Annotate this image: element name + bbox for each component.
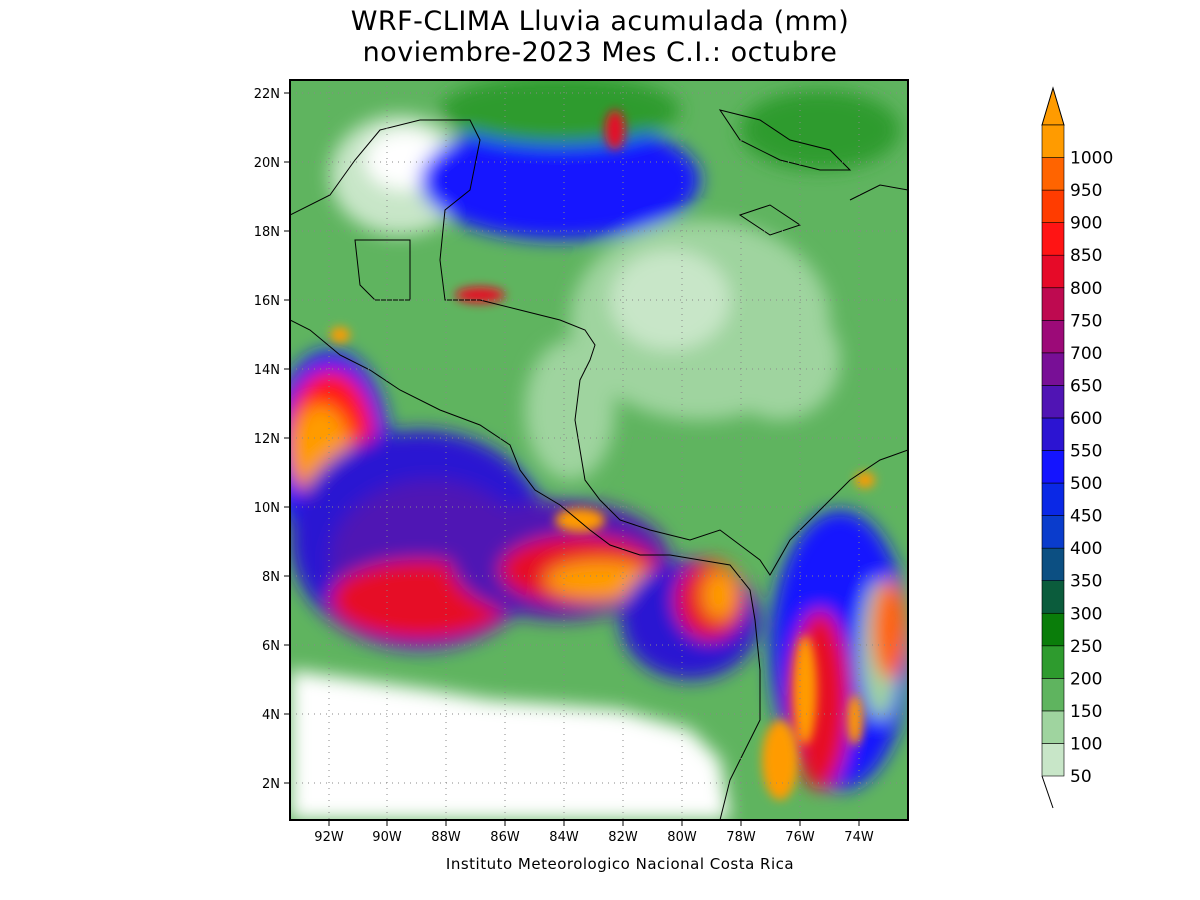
legend-swatch-900 xyxy=(1041,189,1065,223)
legend-swatch-850 xyxy=(1041,222,1065,256)
legend-label-250: 250 xyxy=(1070,637,1102,657)
map-title-line-2: noviembre-2023 Mes C.I.: octubre xyxy=(362,37,838,68)
rainfall-field xyxy=(290,80,908,820)
lon-label-84w: 84W xyxy=(549,830,579,845)
legend-swatch-400 xyxy=(1041,515,1065,549)
lat-label-2n: 2N xyxy=(262,777,280,792)
color-legend: 50 100 150 200 250 300 350 400 450 500 550 600 650 70… xyxy=(1041,86,1113,809)
legend-swatch-700 xyxy=(1041,319,1065,354)
lon-label-86w: 86W xyxy=(490,830,520,845)
lat-label-20n: 20N xyxy=(254,156,280,171)
lon-label-90w: 90W xyxy=(372,830,402,845)
legend-swatch-100 xyxy=(1041,710,1065,744)
legend-swatch-300 xyxy=(1041,580,1065,614)
legend-swatch-500 xyxy=(1041,450,1065,484)
map-frame xyxy=(289,79,909,821)
legend-swatch-250 xyxy=(1041,612,1065,647)
lon-label-80w: 80W xyxy=(667,830,697,845)
legend-swatch-600 xyxy=(1041,385,1065,419)
legend-underflow-tail xyxy=(1041,775,1054,809)
lon-label-88w: 88W xyxy=(431,830,461,845)
legend-label-400: 400 xyxy=(1070,539,1102,559)
legend-label-350: 350 xyxy=(1070,572,1102,592)
legend-swatch-450 xyxy=(1041,482,1065,516)
legend-swatch-50 xyxy=(1041,743,1065,777)
lon-label-76w: 76W xyxy=(785,830,815,845)
graticule xyxy=(290,80,908,820)
lon-label-82w: 82W xyxy=(608,830,638,845)
lat-label-4n: 4N xyxy=(262,708,280,723)
legend-swatch-950 xyxy=(1041,157,1065,191)
lat-label-14n: 14N xyxy=(254,363,280,378)
legend-label-300: 300 xyxy=(1070,604,1102,624)
legend-swatch-750 xyxy=(1041,287,1065,321)
lat-label-12n: 12N xyxy=(254,432,280,447)
longitude-axis: 92W 90W 88W 86W 84W 82W 80W 78W 76W 74W xyxy=(314,820,874,845)
legend-swatch-150 xyxy=(1041,678,1065,712)
legend-label-600: 600 xyxy=(1070,409,1102,429)
legend-label-950: 950 xyxy=(1070,181,1102,201)
legend-overflow-arrow xyxy=(1041,86,1065,126)
legend-label-200: 200 xyxy=(1070,669,1102,689)
legend-swatch-200 xyxy=(1041,645,1065,679)
lat-label-10n: 10N xyxy=(254,501,280,516)
legend-swatch-1000 xyxy=(1041,124,1065,158)
lon-label-74w: 74W xyxy=(844,830,874,845)
legend-label-100: 100 xyxy=(1070,734,1102,754)
legend-swatch-350 xyxy=(1041,547,1065,582)
latitude-axis: 2N 4N 6N 8N 10N 12N 14N 16N 18N 20N 22N xyxy=(254,87,290,792)
legend-label-550: 550 xyxy=(1070,442,1102,462)
legend-label-900: 900 xyxy=(1070,214,1102,234)
lat-label-16n: 16N xyxy=(254,294,280,309)
legend-swatch-650 xyxy=(1041,352,1065,386)
map-title-line-1: WRF-CLIMA Lluvia acumulada (mm) xyxy=(350,6,850,37)
lon-label-78w: 78W xyxy=(726,830,756,845)
lat-label-6n: 6N xyxy=(262,639,280,654)
lat-label-18n: 18N xyxy=(254,225,280,240)
legend-label-500: 500 xyxy=(1070,474,1102,494)
lat-label-22n: 22N xyxy=(254,87,280,102)
map-credit: Instituto Meteorologico Nacional Costa R… xyxy=(445,855,795,873)
legend-label-800: 800 xyxy=(1070,279,1102,299)
legend-label-850: 850 xyxy=(1070,246,1102,266)
legend-swatch-800 xyxy=(1041,254,1065,289)
legend-label-750: 750 xyxy=(1070,311,1102,331)
legend-label-1000: 1000 xyxy=(1070,149,1113,169)
legend-label-700: 700 xyxy=(1070,344,1102,364)
legend-label-650: 650 xyxy=(1070,376,1102,396)
legend-label-150: 150 xyxy=(1070,702,1102,722)
legend-label-50: 50 xyxy=(1070,767,1092,787)
lat-label-8n: 8N xyxy=(262,570,280,585)
lon-label-92w: 92W xyxy=(314,830,344,845)
legend-label-450: 450 xyxy=(1070,507,1102,527)
legend-swatch-550 xyxy=(1041,417,1065,451)
